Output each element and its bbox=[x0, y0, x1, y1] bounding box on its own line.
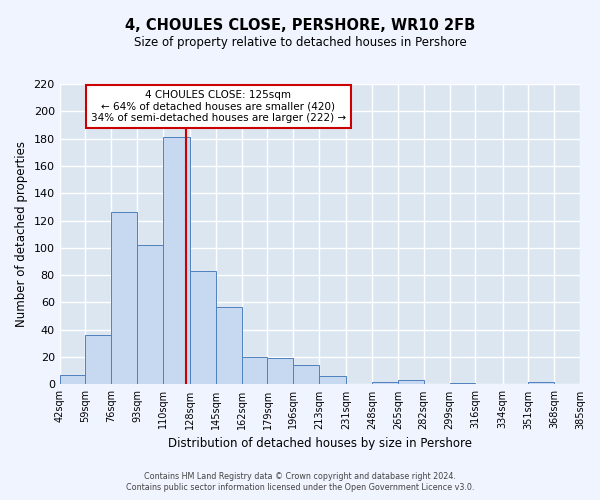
Bar bbox=[449, 383, 475, 384]
X-axis label: Distribution of detached houses by size in Pershore: Distribution of detached houses by size … bbox=[168, 437, 472, 450]
Bar bbox=[85, 336, 111, 384]
Text: 4, CHOULES CLOSE, PERSHORE, WR10 2FB: 4, CHOULES CLOSE, PERSHORE, WR10 2FB bbox=[125, 18, 475, 32]
Text: Size of property relative to detached houses in Pershore: Size of property relative to detached ho… bbox=[134, 36, 466, 49]
Bar bbox=[242, 357, 268, 384]
Y-axis label: Number of detached properties: Number of detached properties bbox=[15, 141, 28, 327]
Bar bbox=[398, 380, 424, 384]
Bar bbox=[137, 245, 163, 384]
Bar bbox=[293, 366, 319, 384]
Bar bbox=[319, 376, 346, 384]
Bar bbox=[372, 382, 398, 384]
Text: 4 CHOULES CLOSE: 125sqm
← 64% of detached houses are smaller (420)
34% of semi-d: 4 CHOULES CLOSE: 125sqm ← 64% of detache… bbox=[91, 90, 346, 123]
Bar bbox=[529, 382, 554, 384]
Bar bbox=[268, 358, 293, 384]
Bar bbox=[190, 271, 216, 384]
Bar bbox=[111, 212, 137, 384]
Text: Contains public sector information licensed under the Open Government Licence v3: Contains public sector information licen… bbox=[126, 483, 474, 492]
Text: Contains HM Land Registry data © Crown copyright and database right 2024.: Contains HM Land Registry data © Crown c… bbox=[144, 472, 456, 481]
Bar bbox=[216, 306, 242, 384]
Bar bbox=[163, 138, 190, 384]
Bar bbox=[59, 375, 85, 384]
